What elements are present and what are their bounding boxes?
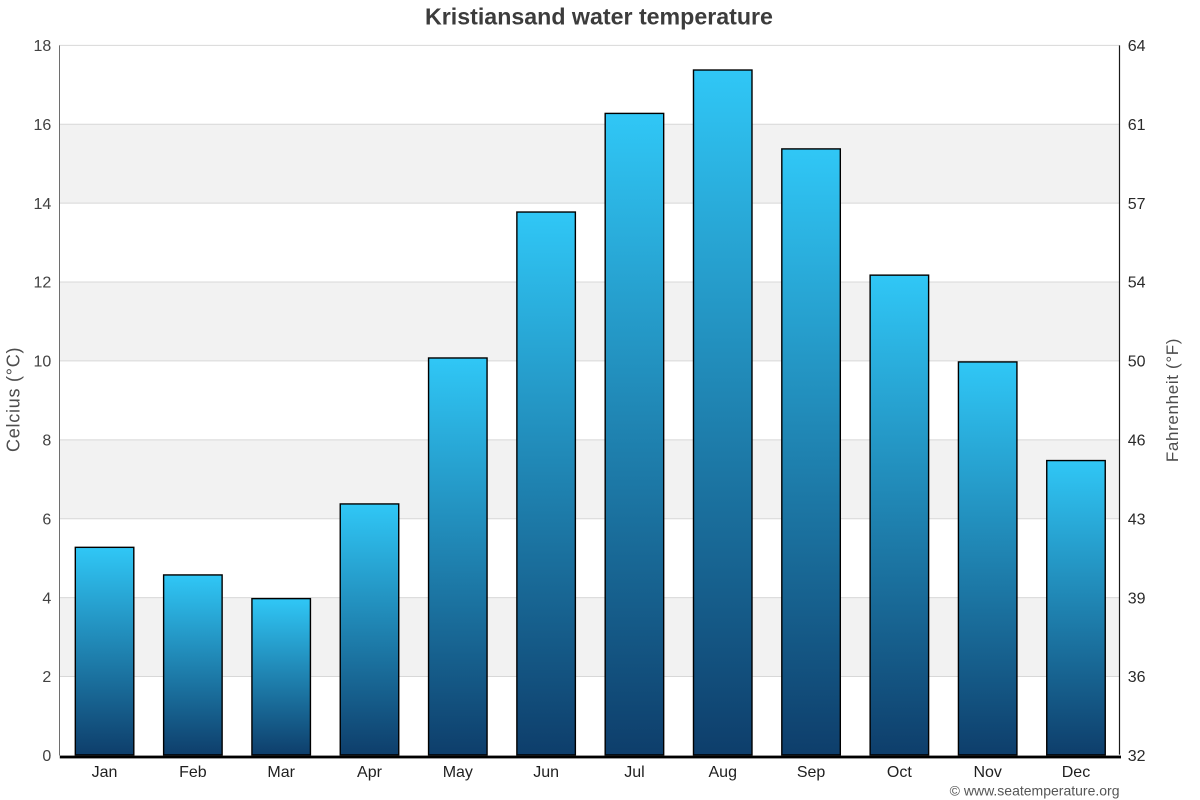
svg-text:Celcius (°C): Celcius (°C)	[4, 347, 24, 452]
svg-text:Jun: Jun	[533, 764, 559, 781]
svg-text:32: 32	[1128, 748, 1146, 765]
svg-text:4: 4	[42, 590, 51, 607]
svg-text:0: 0	[42, 748, 51, 765]
svg-text:Oct: Oct	[887, 764, 912, 781]
svg-text:8: 8	[42, 433, 51, 450]
svg-text:10: 10	[34, 354, 52, 371]
svg-text:46: 46	[1128, 433, 1146, 450]
svg-text:Apr: Apr	[357, 764, 383, 781]
svg-text:36: 36	[1128, 669, 1146, 686]
svg-text:50: 50	[1128, 354, 1146, 371]
svg-text:May: May	[443, 764, 473, 781]
svg-text:Nov: Nov	[973, 764, 1001, 781]
svg-text:6: 6	[42, 511, 51, 528]
svg-text:2: 2	[42, 669, 51, 686]
svg-text:61: 61	[1128, 117, 1146, 134]
svg-text:14: 14	[34, 196, 52, 213]
svg-text:Aug: Aug	[709, 764, 737, 781]
svg-text:Sep: Sep	[797, 764, 826, 781]
svg-text:54: 54	[1128, 275, 1146, 292]
svg-text:Kristiansand water temperature: Kristiansand water temperature	[425, 4, 773, 30]
svg-text:Feb: Feb	[179, 764, 207, 781]
svg-text:64: 64	[1128, 38, 1146, 55]
svg-text:Fahrenheit (°F): Fahrenheit (°F)	[1163, 338, 1182, 462]
svg-text:Jan: Jan	[92, 764, 118, 781]
svg-text:57: 57	[1128, 196, 1146, 213]
svg-text:Mar: Mar	[267, 764, 295, 781]
svg-text:© www.seatemperature.org: © www.seatemperature.org	[950, 783, 1120, 799]
svg-text:Jul: Jul	[624, 764, 644, 781]
svg-text:18: 18	[34, 38, 52, 55]
svg-text:39: 39	[1128, 590, 1146, 607]
svg-text:43: 43	[1128, 511, 1146, 528]
svg-text:16: 16	[34, 117, 52, 134]
svg-text:Dec: Dec	[1062, 764, 1090, 781]
svg-text:12: 12	[34, 275, 52, 292]
